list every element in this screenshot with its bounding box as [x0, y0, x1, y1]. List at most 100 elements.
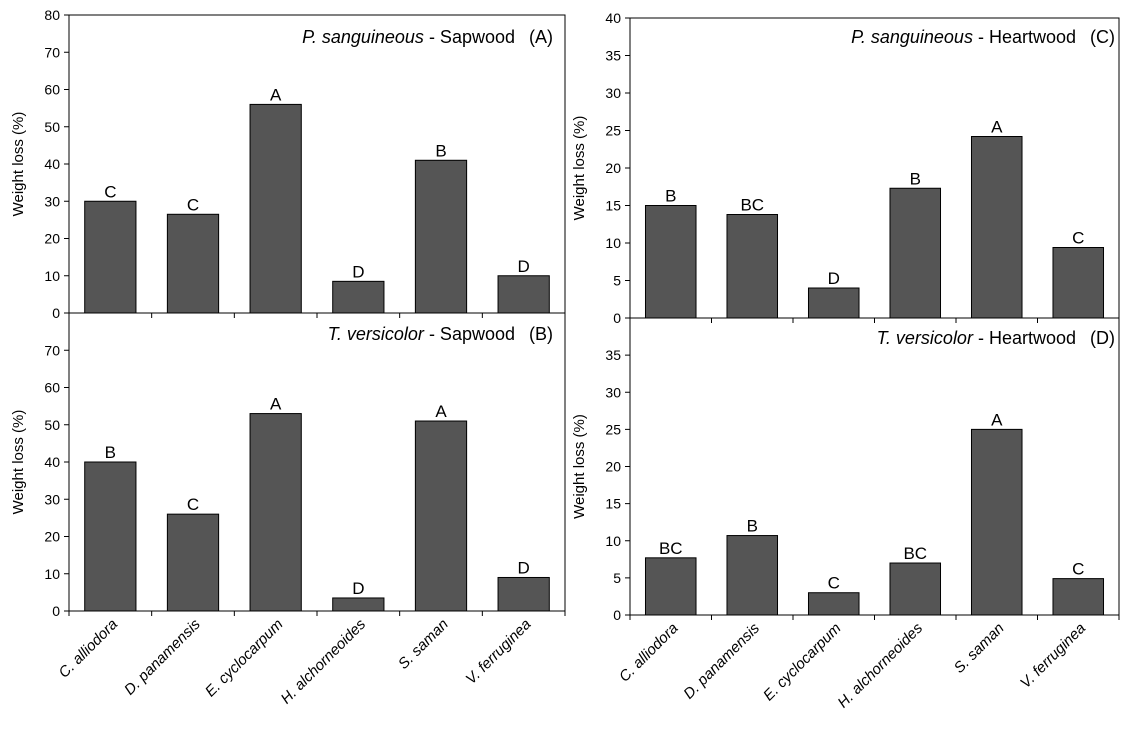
bar-1 [84, 461, 137, 612]
significance-letter: D [352, 262, 364, 281]
bar-4 [332, 597, 385, 612]
y-tick-label: 25 [605, 123, 621, 139]
y-tick-label: 20 [44, 529, 60, 545]
y-tick-label: 60 [44, 82, 60, 98]
panel-title-tissue: - Sapwood [424, 324, 515, 344]
panel-title: P. sanguineous - Sapwood (A) [302, 27, 553, 47]
bar-5 [414, 420, 468, 612]
y-tick-label: 25 [605, 421, 621, 437]
panel-c: 0 5 10 15 20 25 30 35 40 Weight loss (%) B BC D B A C P.… [571, 10, 1120, 326]
category-label: D. panamensis [680, 619, 763, 702]
bar-5 [970, 136, 1023, 319]
panel-label: (B) [529, 324, 553, 344]
significance-letter: D [518, 257, 530, 276]
category-label: E. cyclocarpum [760, 620, 845, 705]
category-label: E. cyclocarpum [202, 616, 287, 701]
y-tick-label: 15 [605, 496, 621, 512]
bar-1 [84, 200, 137, 314]
significance-letter: A [991, 410, 1003, 429]
y-tick-label: 35 [605, 48, 621, 64]
category-label: H. alchorneoides [278, 615, 370, 707]
plot-frame [629, 17, 1120, 319]
y-axis-label: Weight loss (%) [571, 116, 588, 221]
significance-letter: B [910, 169, 921, 188]
significance-letter: B [435, 141, 446, 160]
bar-3 [249, 103, 302, 314]
significance-letter: C [187, 195, 199, 214]
panel-label: (A) [529, 27, 553, 47]
bar-2 [166, 213, 220, 314]
y-tick-label: 30 [44, 193, 60, 209]
y-tick-label: 20 [44, 231, 60, 247]
significance-letter: C [828, 574, 840, 593]
y-tick-label: 30 [605, 384, 621, 400]
panel-label: (D) [1090, 328, 1115, 348]
y-tick-label: 70 [44, 342, 60, 358]
plot-frame [629, 317, 1120, 616]
y-tick-label: 10 [605, 235, 621, 251]
y-tick-label: 60 [44, 380, 60, 396]
panel-title: T. versicolor - Sapwood (B) [328, 324, 553, 344]
significance-letter: A [991, 118, 1003, 137]
category-label: S. saman [395, 616, 452, 673]
y-tick-label: 50 [44, 119, 60, 135]
panel-title: T. versicolor - Heartwood (D) [877, 328, 1115, 348]
significance-letter: BC [903, 544, 927, 563]
y-tick-label: 40 [605, 10, 621, 26]
y-tick-label: 40 [44, 156, 60, 172]
y-tick-label: 0 [613, 310, 621, 326]
y-tick-label: 10 [44, 268, 60, 284]
significance-letter: C [1072, 560, 1084, 579]
category-label: C. alliodora [55, 616, 121, 682]
bar-4 [332, 280, 385, 314]
panel-label: (C) [1090, 27, 1115, 47]
bar-3 [249, 413, 302, 612]
y-tick-label: 10 [44, 566, 60, 582]
significance-letter: A [435, 402, 447, 421]
significance-letter: D [518, 558, 530, 577]
significance-letter: D [828, 269, 840, 288]
panel-title-species: T. versicolor [877, 328, 974, 348]
bar-6 [1052, 247, 1105, 319]
significance-letter: B [105, 443, 116, 462]
y-axis-label: Weight loss (%) [571, 414, 588, 519]
panel-title: P. sanguineous - Heartwood (C) [851, 27, 1115, 47]
panel-title-tissue: - Sapwood [424, 27, 515, 47]
significance-letter: B [747, 517, 758, 536]
y-tick-label: 5 [613, 273, 621, 289]
significance-letter: A [270, 395, 282, 414]
bar-5 [414, 159, 468, 314]
panel-title-tissue: - Heartwood [973, 27, 1076, 47]
bar-6 [497, 576, 550, 612]
bar-4 [889, 562, 942, 616]
bar-6 [497, 275, 550, 314]
y-tick-label: 0 [52, 603, 60, 619]
panel-title-species: P. sanguineous [851, 27, 973, 47]
bar-3 [807, 287, 860, 319]
bar-3 [807, 592, 860, 616]
category-label: S. saman [951, 620, 1008, 677]
y-tick-label: 10 [605, 533, 621, 549]
y-tick-label: 30 [44, 491, 60, 507]
panel-title-species: T. versicolor [328, 324, 425, 344]
y-tick-label: 80 [44, 7, 60, 23]
y-tick-label: 70 [44, 44, 60, 60]
y-tick-label: 20 [605, 160, 621, 176]
bar-1 [644, 557, 697, 616]
category-label: V. ferruginea [1017, 620, 1089, 692]
significance-letter: BC [659, 539, 683, 558]
y-axis-label: Weight loss (%) [10, 112, 27, 217]
category-label: V. ferruginea [463, 616, 535, 688]
y-axis-label: Weight loss (%) [10, 410, 27, 515]
bar-2 [166, 513, 220, 612]
y-tick-label: 20 [605, 459, 621, 475]
panel-b: 0 10 20 30 40 50 60 70 Weight loss (%) B C. alliod… [10, 312, 566, 707]
bar-1 [644, 205, 697, 319]
panel-title-species: P. sanguineous [302, 27, 424, 47]
y-tick-label: 35 [605, 347, 621, 363]
bar-5 [970, 428, 1023, 616]
significance-letter: D [352, 579, 364, 598]
significance-letter: BC [740, 196, 764, 215]
y-tick-label: 50 [44, 417, 60, 433]
